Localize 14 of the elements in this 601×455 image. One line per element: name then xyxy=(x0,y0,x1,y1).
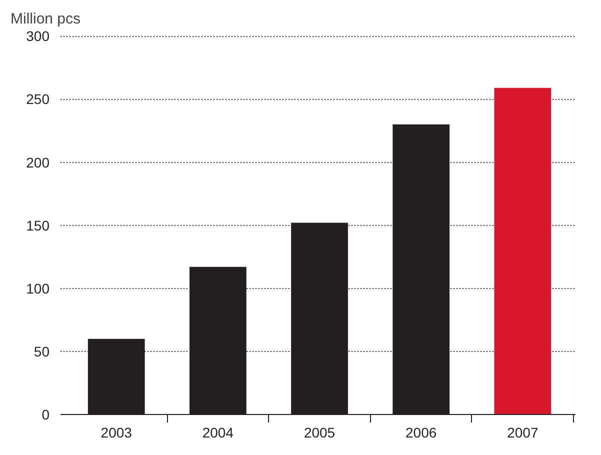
y-axis-title: Million pcs xyxy=(10,10,81,28)
y-tick-label: 200 xyxy=(26,154,50,170)
x-tick-label: 2007 xyxy=(507,424,538,440)
y-tick-label: 300 xyxy=(26,28,50,44)
x-tick-label: 2005 xyxy=(304,424,336,440)
y-tick-label: 0 xyxy=(42,406,50,422)
x-tick-label: 2004 xyxy=(202,424,234,440)
y-tick-label: 150 xyxy=(26,217,50,234)
y-tick-label: 50 xyxy=(34,343,50,360)
y-tick-label: 250 xyxy=(26,91,50,108)
x-tick-label: 2003 xyxy=(100,424,132,440)
x-tick-label: 2006 xyxy=(406,424,437,440)
bar xyxy=(494,88,552,414)
y-tick-label: 100 xyxy=(26,280,50,296)
